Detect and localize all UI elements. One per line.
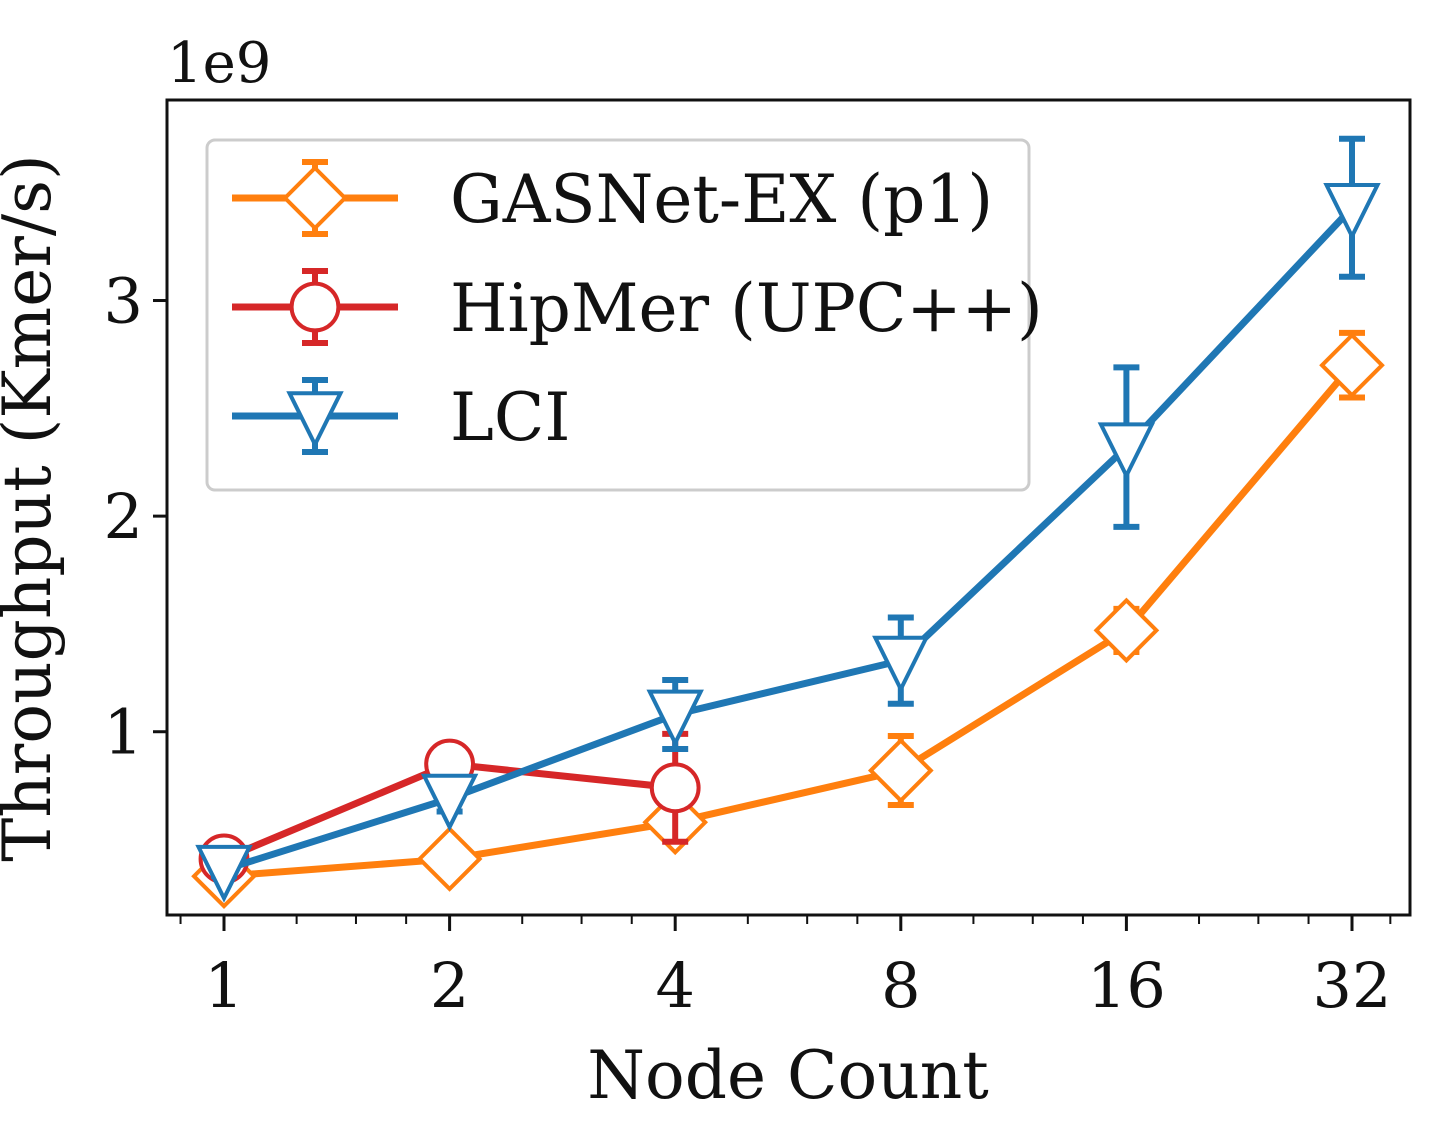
x-tick-label: 8 — [881, 949, 920, 1022]
x-tick-label: 1 — [204, 949, 243, 1022]
series-line — [223, 362, 1355, 880]
legend-label: LCI — [450, 379, 570, 456]
legend-label: GASNet-EX (p1) — [450, 161, 993, 238]
y-tick-label: 1 — [104, 696, 143, 769]
series-line — [222, 205, 1355, 874]
x-tick-label: 32 — [1313, 949, 1392, 1022]
x-axis-label: Node Count — [587, 1037, 989, 1114]
x-tick-label: 2 — [430, 949, 469, 1022]
legend-entry-2: LCI — [232, 377, 570, 456]
data-point — [1319, 332, 1385, 399]
x-tick-label: 4 — [655, 949, 694, 1022]
legend-box — [205, 138, 1031, 492]
data-point — [416, 826, 483, 892]
legend-marker — [286, 391, 344, 449]
legend-marker — [282, 165, 348, 231]
legend-label: HipMer (UPC++) — [450, 270, 1043, 347]
y-multiplier-label: 1e9 — [167, 31, 271, 96]
data-point — [867, 737, 934, 804]
data-point — [420, 773, 479, 832]
data-point — [1323, 183, 1381, 241]
series-2 — [195, 135, 1381, 903]
y-tick-label: 3 — [104, 265, 143, 338]
data-point — [649, 762, 701, 814]
plot-frame — [165, 98, 1412, 917]
legend-entry-0: GASNet-EX (p1) — [232, 159, 993, 238]
x-axis-ticks: 1 2 4 8 16 32 — [179, 915, 1392, 1022]
y-tick-label: 2 — [104, 480, 143, 553]
plot-marks — [191, 135, 1385, 910]
legend-items: GASNet-EX (p1) HipMer (UPC++) LCI — [232, 159, 1043, 456]
legend-entry-1: HipMer (UPC++) — [232, 268, 1043, 347]
y-axis-label: Throughput (Kmer/s) — [0, 154, 66, 861]
legend-marker — [289, 281, 341, 333]
x-tick-label: 16 — [1087, 949, 1166, 1022]
data-point — [1097, 422, 1156, 481]
data-point — [1093, 597, 1160, 664]
y-axis-ticks: 1 2 3 — [104, 265, 167, 769]
data-point — [872, 635, 930, 694]
legend: GASNet-EX (p1) HipMer (UPC++) LCI — [205, 138, 1043, 492]
data-point — [646, 689, 704, 748]
data-point — [195, 844, 253, 903]
